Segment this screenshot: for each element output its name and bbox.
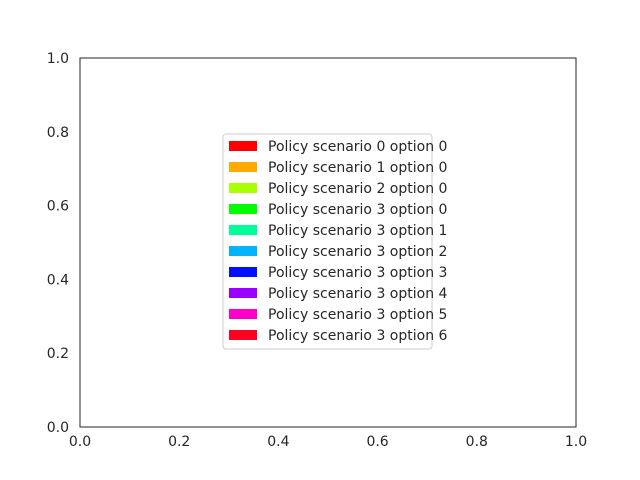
- x-tick-label: 0.8: [466, 434, 488, 450]
- x-tick-label: 0.2: [168, 434, 190, 450]
- legend-swatch: [229, 309, 257, 319]
- y-tick-label: 0.6: [47, 199, 69, 215]
- legend-swatch: [229, 204, 257, 214]
- legend-label: Policy scenario 3 option 3: [268, 265, 447, 281]
- legend-label: Policy scenario 3 option 0: [268, 202, 447, 218]
- legend-swatch: [229, 267, 257, 277]
- y-axis: 0.0 0.2 0.4 0.6 0.8 1.0: [47, 51, 69, 436]
- legend-label: Policy scenario 1 option 0: [268, 160, 447, 176]
- y-tick-label: 1.0: [47, 51, 69, 67]
- x-tick-label: 1.0: [565, 434, 587, 450]
- x-axis: 0.0 0.2 0.4 0.6 0.8 1.0: [69, 434, 587, 450]
- legend-swatch: [229, 225, 257, 235]
- x-tick-label: 0.4: [267, 434, 289, 450]
- legend-label: Policy scenario 3 option 5: [268, 307, 447, 323]
- y-tick-label: 0.2: [47, 346, 69, 362]
- legend-frame: [222, 133, 433, 350]
- legend: Policy scenario 0 option 0 Policy scenari…: [222, 133, 448, 350]
- legend-label: Policy scenario 3 option 6: [268, 328, 448, 344]
- legend-swatch: [229, 162, 257, 172]
- y-tick-label: 0.4: [47, 272, 69, 288]
- legend-label: Policy scenario 3 option 4: [268, 286, 448, 302]
- legend-swatch: [229, 141, 257, 151]
- legend-label: Policy scenario 3 option 2: [268, 244, 447, 260]
- legend-label: Policy scenario 0 option 0: [268, 139, 447, 155]
- y-tick-label: 0.8: [47, 125, 69, 141]
- y-tick-label: 0.0: [47, 420, 69, 436]
- legend-swatch: [229, 288, 257, 298]
- legend-swatch: [229, 183, 257, 193]
- x-tick-label: 0.0: [69, 434, 91, 450]
- legend-label: Policy scenario 3 option 1: [268, 223, 447, 239]
- legend-label: Policy scenario 2 option 0: [268, 181, 447, 197]
- legend-swatch: [229, 330, 257, 340]
- legend-swatch: [229, 246, 257, 256]
- x-tick-label: 0.6: [366, 434, 388, 450]
